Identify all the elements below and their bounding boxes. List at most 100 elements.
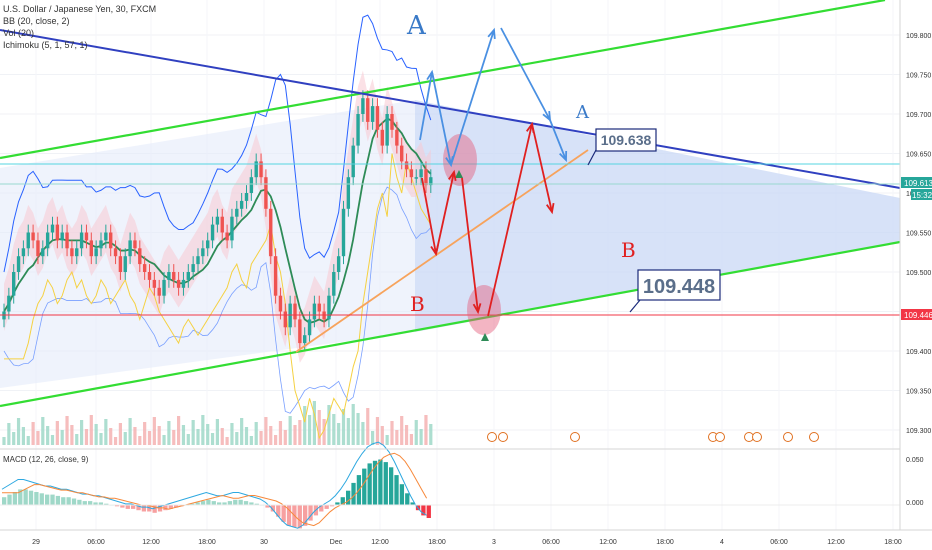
macd-histogram-bar [286, 505, 292, 526]
macd-histogram-bar [276, 505, 281, 517]
candle-body [7, 295, 11, 312]
countdown-text: 15:32 [912, 191, 932, 200]
volume-bar [327, 405, 331, 445]
candle-body [293, 303, 297, 320]
volume-bar [307, 415, 312, 445]
volume-bar [31, 422, 35, 445]
volume-bar [12, 432, 16, 445]
legend-symbol[interactable]: U.S. Dollar / Japanese Yen, 30, FXCM [3, 4, 157, 14]
volume-bar [419, 429, 423, 445]
candle-body [210, 224, 215, 241]
candle-body [50, 224, 55, 233]
candle-body [65, 232, 69, 249]
volume-bar [177, 416, 181, 445]
candle-body [409, 169, 414, 178]
candle-body [346, 177, 351, 209]
time-axis[interactable]: 29 06:00 12:00 18:00 30 Dec 12:00 18:00 3 06:00 12… [32, 539, 902, 546]
volume-bar [147, 431, 152, 445]
time-tick-label: 12:00 [142, 539, 160, 546]
candle-body [278, 295, 283, 312]
up-arrow-marker [481, 333, 489, 341]
volume-bar [70, 425, 74, 445]
macd-histogram-bar [308, 505, 313, 521]
volume-bar [143, 422, 147, 445]
event-marker [752, 432, 762, 442]
volume-bar [201, 415, 205, 445]
volume-bar [26, 436, 30, 445]
macd-histogram-bar [319, 505, 324, 512]
price-tick-label: 109.800 [906, 33, 931, 40]
volume-bar [254, 422, 258, 445]
candle-body [361, 98, 365, 114]
candle-body [273, 256, 278, 296]
candle-body [123, 256, 127, 272]
candle-body [147, 272, 152, 280]
candle-body [225, 232, 229, 241]
time-tick-label: 18:00 [656, 539, 674, 546]
macd-histogram-bar [195, 502, 200, 505]
time-tick-label: 12:00 [599, 539, 617, 546]
volume-bar [89, 415, 93, 445]
volume-bar [288, 416, 292, 445]
candle-body [395, 129, 399, 146]
macd-histogram-bar [28, 490, 34, 505]
candle-body [181, 279, 186, 288]
candle-body [99, 240, 103, 249]
bb-lower [3, 186, 432, 414]
time-tick-label: 29 [32, 539, 40, 546]
macd-histogram-bar [39, 493, 44, 505]
candle-body [113, 248, 118, 257]
candle-body [196, 256, 200, 265]
volume-bar [50, 435, 55, 445]
price-tick-label: 109.650 [906, 152, 931, 159]
projection-a-leg4 [500, 27, 551, 121]
volume-bar [332, 414, 336, 445]
volume-bar [215, 419, 219, 445]
macd-histogram-bar [34, 492, 39, 505]
volume-bar [404, 425, 409, 445]
volume-bar [220, 428, 224, 445]
candle-body [109, 232, 113, 249]
price-tick-label: 109.350 [906, 389, 931, 396]
macd-histogram-bar [141, 505, 147, 512]
time-tick-label: 06:00 [542, 539, 560, 546]
volume-bar [46, 426, 50, 445]
candle-body [206, 240, 210, 249]
candle-body [254, 161, 258, 178]
macd-histogram-bar [136, 505, 141, 511]
volume-bar [206, 424, 210, 445]
volume-bar [356, 413, 360, 445]
macd-histogram-bar [238, 499, 243, 505]
candle-body [235, 208, 239, 217]
candle-body [366, 98, 370, 122]
projection-arrows[interactable] [419, 27, 568, 341]
candle-body [142, 264, 147, 272]
volume-bar [118, 423, 122, 445]
candle-body [41, 248, 45, 257]
volume-bar [133, 427, 137, 445]
candle-body [283, 311, 287, 328]
macd-histogram-bar [168, 505, 173, 509]
legend-ichimoku[interactable]: Ichimoku (5, 1, 57, 1) [3, 40, 88, 50]
callout-lower[interactable]: 109.448 [629, 269, 721, 313]
volume-bar [361, 422, 365, 445]
event-marker [809, 432, 819, 442]
volume-bar [274, 435, 278, 445]
event-markers[interactable] [487, 432, 819, 442]
macd-histogram-bar [389, 467, 394, 505]
macd-histogram-bar [98, 502, 104, 505]
projection-b-leg3-head [472, 303, 482, 315]
volume-bar [186, 434, 190, 445]
candle-body [84, 232, 89, 241]
event-marker [715, 432, 725, 442]
legend-vol[interactable]: Vol (20) [3, 28, 35, 38]
volume-bar [429, 424, 433, 445]
legend-bb[interactable]: BB (20, close, 2) [3, 16, 70, 26]
price-axis[interactable]: 109.300109.350109.400109.450109.500109.5… [906, 33, 931, 435]
candle-body [201, 248, 205, 257]
macd-histogram-bar [329, 505, 335, 507]
event-marker [570, 432, 580, 442]
callout-upper[interactable]: 109.638 [587, 128, 657, 166]
candle-body [16, 256, 21, 272]
